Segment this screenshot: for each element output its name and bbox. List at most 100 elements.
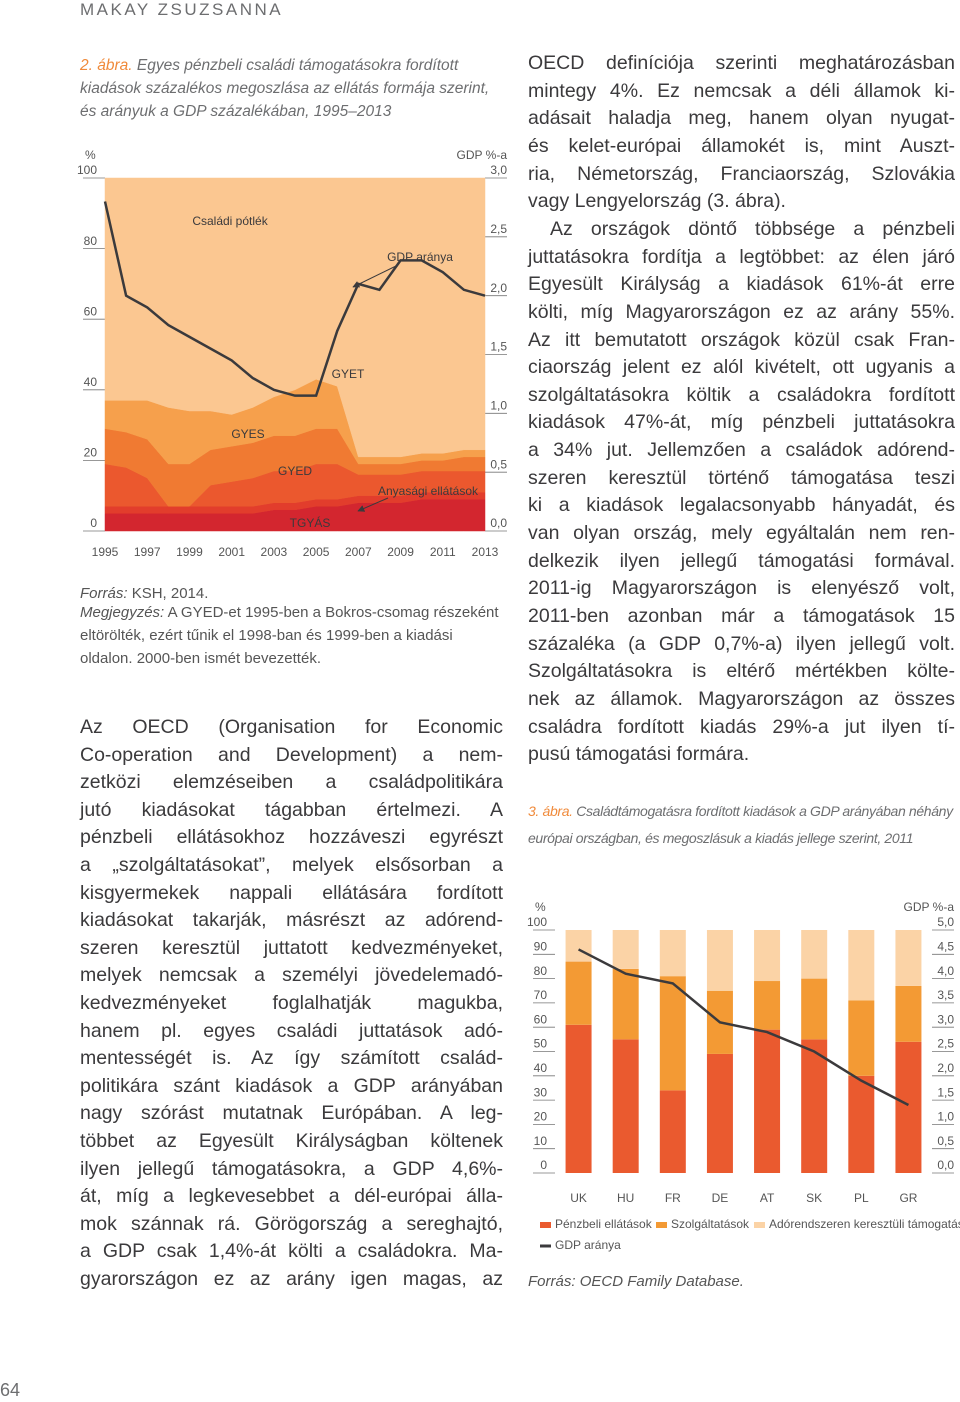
text-line: hanem pl. egyes családi juttatások adó- xyxy=(80,1019,503,1042)
text-line: van olyan ország, mely egyáltalán nem re… xyxy=(528,522,955,545)
text-line: ilyen jellegű támogatásokra, a GDP 4,6%- xyxy=(80,1157,503,1180)
y2-tick-label: 2,0 xyxy=(937,1061,954,1075)
y-tick-label: 40 xyxy=(84,375,98,389)
y2-tick-label: 3,5 xyxy=(937,988,954,1002)
text-line: a „szolgáltatásokat”, melyek elsősorban … xyxy=(80,854,503,876)
text-line: pusú támogatási formára. xyxy=(528,743,750,766)
text-line: kiadásokat takarják, másrészt az adórend… xyxy=(80,909,503,932)
text-line: Co-operation and Development) a nem- xyxy=(80,743,503,766)
x-tick-label: 2009 xyxy=(387,545,414,559)
text-line: adásait haladja meg, hanem olyan nyugat- xyxy=(528,107,955,130)
bar-segment xyxy=(895,1041,922,1173)
y-tick-label: 0 xyxy=(540,1158,547,1172)
text-line: 2011-ben azonban már a támogatások 15 xyxy=(528,605,955,627)
text-line: jutó kiadásokat tágabban értelmezi. A xyxy=(80,798,503,821)
x-tick-label: 2001 xyxy=(218,545,245,559)
x-tick-label: PL xyxy=(854,1191,869,1205)
y-tick-label: 100 xyxy=(527,915,547,929)
bar-segment xyxy=(801,1039,828,1173)
legend-swatch xyxy=(656,1222,667,1228)
source-text: OECD Family Database. xyxy=(579,1273,744,1290)
text-line: a 34% jut. Jellemzően a családok adórend… xyxy=(528,439,955,462)
legend-label: Adórendszeren keresztüli támogatások xyxy=(769,1217,960,1231)
y-tick-label: 0 xyxy=(90,516,97,530)
legend-label: Pénzbeli ellátások xyxy=(555,1217,653,1231)
figure-source: Forrás: OECD Family Database. xyxy=(528,1270,744,1293)
bar-segment xyxy=(801,930,828,979)
text-line: Egyesült Királyság a kiadások 61%-át err… xyxy=(528,273,955,296)
gdp-line xyxy=(103,201,486,397)
bar-segment xyxy=(565,1024,592,1173)
text-line: gyarországon ez az arány igen magas, az xyxy=(80,1268,503,1290)
y2-tick-label: 1,0 xyxy=(490,399,507,413)
bar-segment xyxy=(659,1090,686,1173)
text-line: kisgyermekek nappali ellátására fordítot… xyxy=(80,881,503,904)
text-line: szeren keresztül juttatott kedvezményeke… xyxy=(80,936,503,959)
figure-title: Családtámogatásra fordított kiadások a G… xyxy=(528,803,953,846)
x-tick-label: 2005 xyxy=(303,545,330,559)
bar-segment xyxy=(754,981,781,1030)
x-tick-label: 1995 xyxy=(92,545,119,559)
note-text: A GYED-et 1995-ben a Bokros-csomag része… xyxy=(80,604,499,667)
axis-title: GDP %-a xyxy=(904,900,955,914)
text-line: Az itt bemutatott országok közül csak Fr… xyxy=(528,328,955,351)
bar-segment xyxy=(848,1075,875,1173)
x-tick-label: UK xyxy=(570,1191,587,1205)
figure-caption: 2. ábra. Egyes pénzbeli családi támogatá… xyxy=(80,54,505,123)
y2-tick-label: 2,0 xyxy=(490,281,507,295)
text-line: ki a kiadások legalacsonyabb hányadát, é… xyxy=(528,494,955,517)
axis-title: % xyxy=(535,900,546,914)
text-line: kiadások 47%-át, míg pénzbeli juttatások… xyxy=(528,411,955,434)
y2-tick-label: 1,0 xyxy=(937,1110,954,1124)
text-line: mok szánnak rá. Görögország a sereghajtó… xyxy=(80,1212,503,1235)
figure-source: Forrás: KSH, 2014. xyxy=(80,582,208,605)
y-tick-label: 80 xyxy=(534,964,548,978)
y2-tick-label: 4,5 xyxy=(937,939,954,953)
y2-tick-label: 5,0 xyxy=(937,915,954,929)
axis-title: GDP %-a xyxy=(457,148,508,162)
legend-swatch xyxy=(754,1222,765,1228)
y2-tick-label: 1,5 xyxy=(937,1085,954,1099)
y-tick-label: 70 xyxy=(534,988,548,1002)
text-line: Az OECD (Organisation for Economic xyxy=(80,716,503,738)
source-text: KSH, 2014. xyxy=(131,585,209,602)
y-tick-label: 90 xyxy=(534,939,548,953)
bar-segment xyxy=(754,1029,781,1173)
bar-segment xyxy=(565,961,592,1025)
x-tick-label: 1999 xyxy=(176,545,203,559)
legend-label: Szolgáltatások xyxy=(671,1217,750,1231)
text-line: mentességét is. Az így számított család- xyxy=(80,1047,503,1070)
text-line: politikára szánt kiadások a GDP arányába… xyxy=(80,1074,503,1097)
y2-tick-label: 0,5 xyxy=(937,1134,954,1148)
bar-segment xyxy=(706,930,733,991)
y2-tick-label: 2,5 xyxy=(490,222,507,236)
text-line: a GDP csak 1,4%-át költi a családokra. M… xyxy=(80,1240,503,1263)
y2-tick-label: 0,0 xyxy=(937,1158,954,1172)
series-label: Anyasági ellátások xyxy=(378,484,479,498)
text-line: Szolgáltatásokra is eltérő mértékben köl… xyxy=(528,660,955,683)
y-tick-label: 40 xyxy=(534,1061,548,1075)
arrow xyxy=(352,265,397,288)
legend-label: GDP aránya xyxy=(555,1238,621,1252)
bar-segment xyxy=(659,976,686,1091)
text-line: mintegy 4%. Ez nemcsak a déli államok ki… xyxy=(528,79,955,102)
text-line: többet az Egyesült Királyságban költenek xyxy=(80,1130,503,1152)
y-tick-label: 80 xyxy=(84,234,98,248)
note-label: Megjegyzés: xyxy=(80,604,165,621)
y2-tick-label: 0,0 xyxy=(490,516,507,530)
axis-title: % xyxy=(85,148,96,162)
text-line: át, míg a legkevesebbet a dél-európai ál… xyxy=(80,1185,503,1208)
text-line: OECD definíciója szerinti meghatározásba… xyxy=(528,52,955,74)
page-number: 64 xyxy=(0,1380,21,1400)
text-line: költi, míg Magyarországon ez az arány 55… xyxy=(528,300,955,323)
text-line: zetközi elemzéseiben a családpolitikára xyxy=(80,771,503,794)
bar-segment xyxy=(895,985,922,1042)
text-line: és kelet-európai államokét is, mint Ausz… xyxy=(528,134,955,157)
text-line: melyek nemcsak a személyi jövedelemadó- xyxy=(80,964,503,987)
y-tick-label: 50 xyxy=(534,1037,548,1051)
y-tick-label: 20 xyxy=(534,1110,548,1124)
source-label: Forrás: xyxy=(528,1273,576,1290)
source-label: Forrás: xyxy=(80,585,128,602)
y-tick-label: 60 xyxy=(534,1012,548,1026)
